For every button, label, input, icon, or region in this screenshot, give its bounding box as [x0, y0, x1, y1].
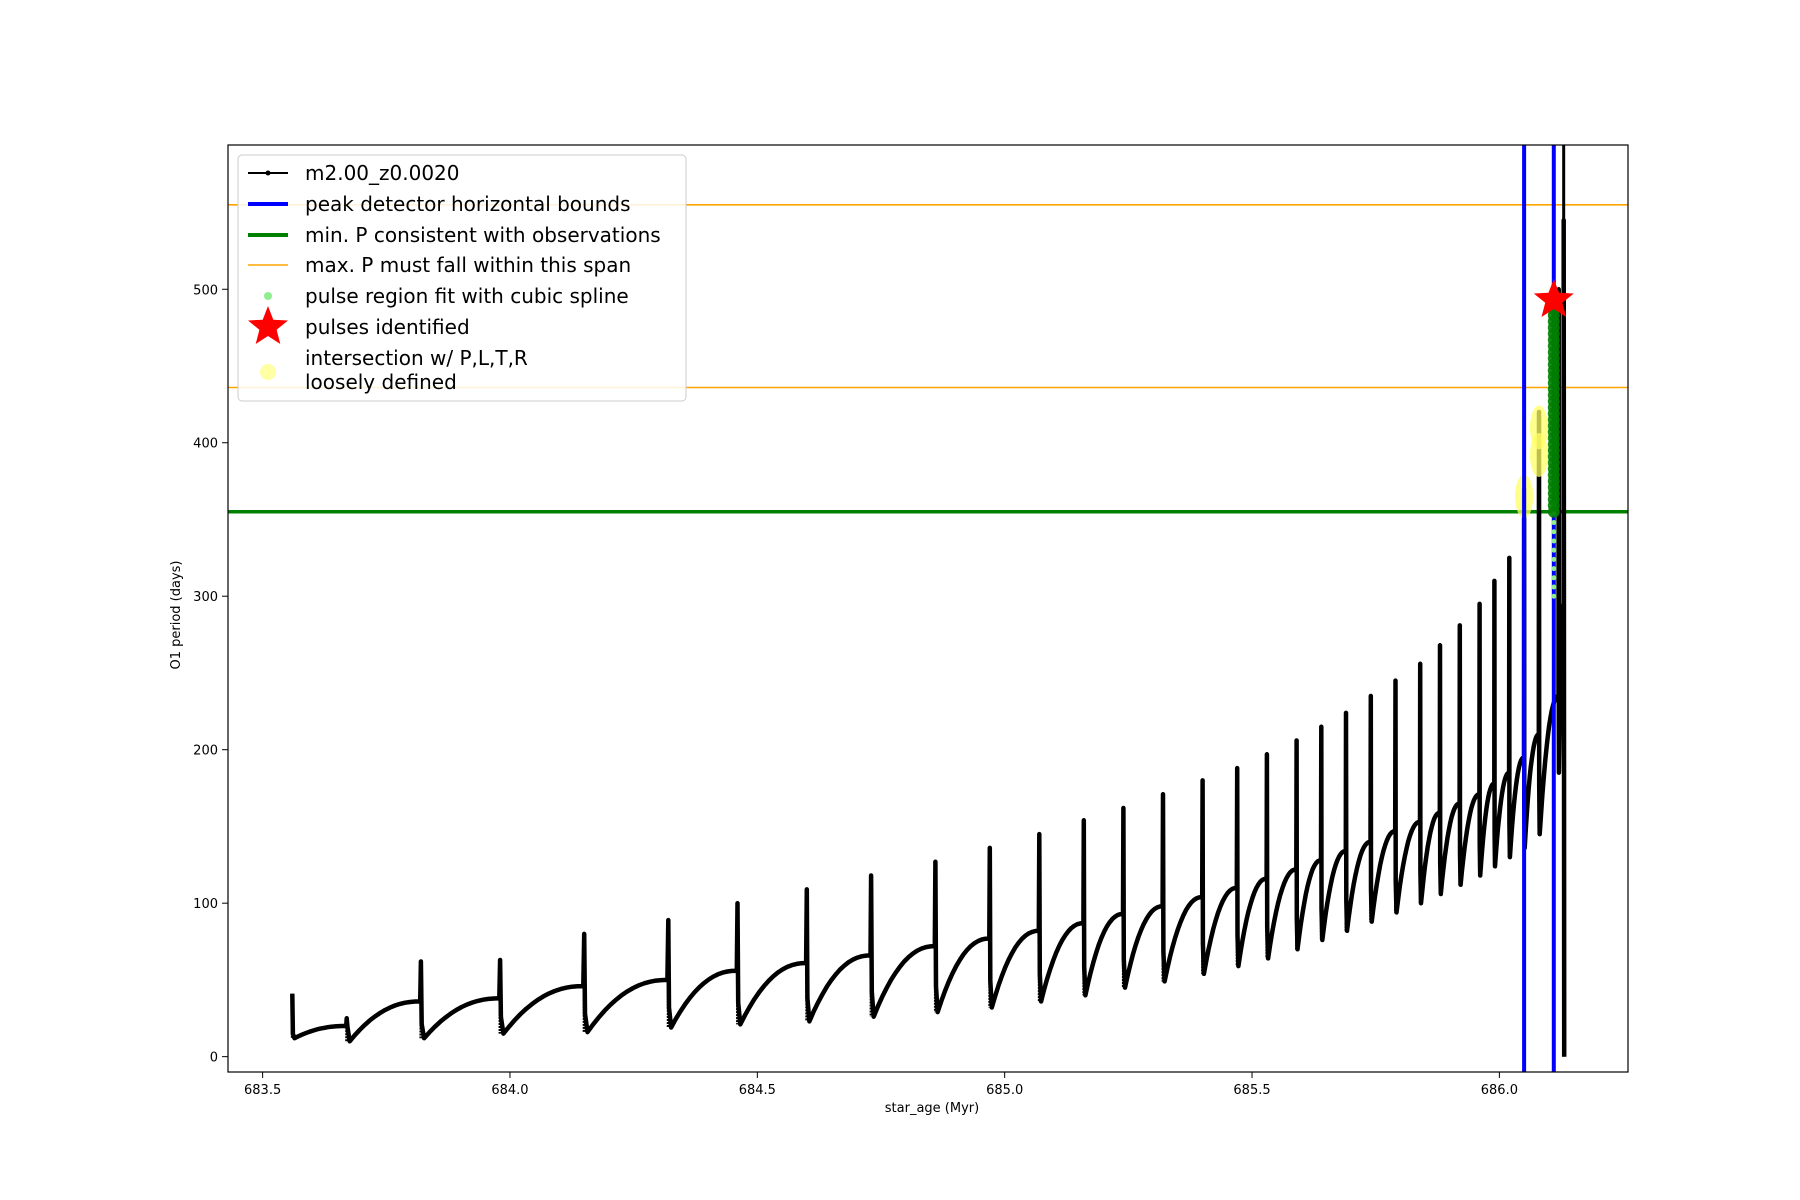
x-tick-label-1: 684.0 — [491, 1083, 528, 1098]
spline-point — [1551, 593, 1557, 599]
legend-label-7: loosely defined — [305, 370, 457, 394]
intersection-point-2 — [1529, 405, 1548, 450]
plot-area: 683.5 684.0 684.5 685.0 685.5 686.0 0 100 200 300… — [193, 144, 1629, 1098]
x-tick-label-5: 686.0 — [1481, 1083, 1518, 1098]
legend-label-2: min. P consistent with observations — [305, 223, 661, 247]
x-tick-label-2: 684.5 — [739, 1083, 776, 1098]
spline-point — [1551, 566, 1557, 572]
series-line — [290, 217, 1567, 1057]
legend-label-4: pulse region fit with cubic spline — [305, 284, 629, 308]
y-tick-label-5: 500 — [193, 283, 218, 298]
y-tick-label-2: 200 — [193, 744, 218, 759]
legend-spline-handle — [264, 292, 272, 300]
legend-label-5: pulses identified — [305, 315, 470, 339]
legend-pulses-handle — [248, 306, 288, 344]
legend-series-marker — [265, 170, 271, 176]
spline-point — [1551, 538, 1557, 544]
x-tick-label-4: 685.5 — [1233, 1083, 1270, 1098]
spline-point — [1551, 520, 1557, 526]
legend-label-0: m2.00_z0.0020 — [305, 161, 460, 185]
legend-intersection-handle — [260, 364, 276, 380]
x-tick-label-0: 683.5 — [244, 1083, 281, 1098]
x-tick-label-3: 685.0 — [986, 1083, 1023, 1098]
y-tick-label-0: 0 — [210, 1051, 218, 1066]
y-tick-label-3: 300 — [193, 590, 218, 605]
legend-box — [237, 154, 687, 402]
pulse-star — [1533, 279, 1574, 317]
spline-point — [1551, 547, 1557, 553]
legend-label-1: peak detector horizontal bounds — [305, 192, 631, 216]
legend-label-6: intersection w/ P,L,T,R — [305, 346, 528, 370]
plot-clipped-group — [228, 145, 1628, 1072]
y-tick-label-1: 100 — [193, 897, 218, 912]
spline-point — [1551, 584, 1557, 590]
y-axis-label: O1 period (days) — [169, 560, 184, 669]
x-axis-label: star_age (Myr) — [885, 1101, 979, 1116]
legend-label-3: max. P must fall within this span — [305, 253, 631, 277]
spline-point — [1551, 575, 1557, 581]
y-tick-label-4: 400 — [193, 437, 218, 452]
spline-point — [1551, 556, 1557, 562]
spline-point — [1551, 529, 1557, 535]
plot-frame — [227, 144, 1629, 1073]
